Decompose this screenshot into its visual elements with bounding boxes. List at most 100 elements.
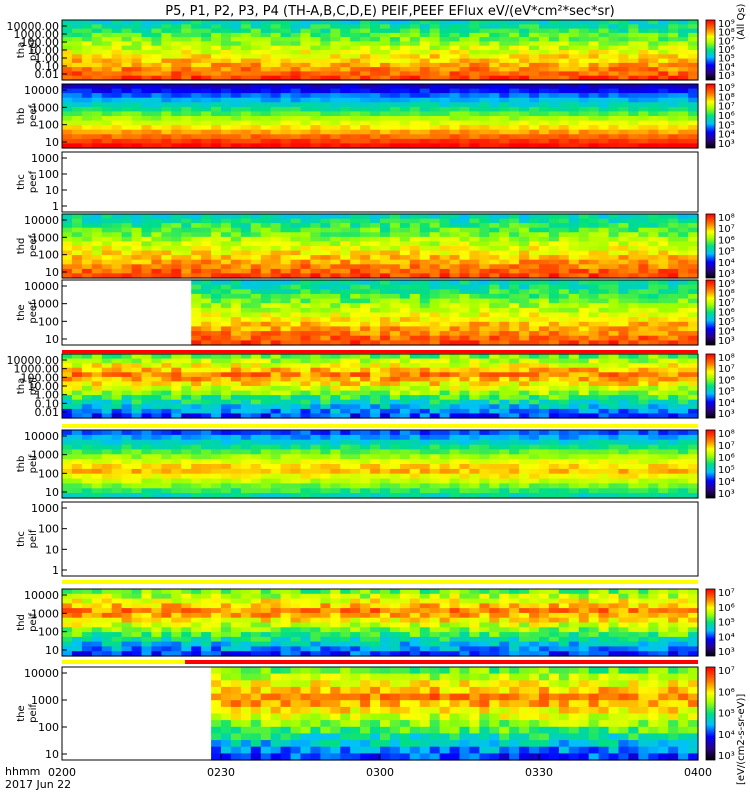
heatmap-cell bbox=[62, 439, 73, 446]
heatmap-cell bbox=[260, 214, 272, 220]
heatmap-cell bbox=[529, 134, 540, 140]
heatmap-cell bbox=[598, 326, 610, 332]
heatmap-cell bbox=[479, 399, 490, 405]
heatmap-cell bbox=[181, 129, 192, 135]
heatmap-cell bbox=[469, 317, 480, 323]
heatmap-cell bbox=[201, 468, 212, 475]
heatmap-cell bbox=[320, 326, 331, 332]
heatmap-cell bbox=[439, 116, 451, 122]
heatmap-cell bbox=[568, 386, 580, 392]
heatmap-cell bbox=[389, 386, 401, 392]
heatmap-cell bbox=[62, 75, 73, 81]
heatmap-cell bbox=[101, 381, 113, 387]
heatmap-cell bbox=[350, 62, 361, 68]
heatmap-cell bbox=[529, 116, 540, 122]
heatmap-cell bbox=[121, 75, 133, 81]
heatmap-cell bbox=[101, 125, 113, 131]
heatmap-cell bbox=[230, 317, 242, 323]
heatmap-cell bbox=[221, 439, 232, 446]
heatmap-cell bbox=[509, 259, 520, 265]
heatmap-cell bbox=[71, 390, 83, 396]
heatmap-cell bbox=[548, 120, 560, 126]
heatmap-cell bbox=[330, 32, 341, 38]
heatmap-cell bbox=[310, 255, 321, 261]
heatmap-cell bbox=[568, 24, 580, 30]
heatmap-cell bbox=[131, 75, 143, 81]
heatmap-cell bbox=[509, 358, 520, 364]
heatmap-cell bbox=[330, 93, 341, 99]
heatmap-cell bbox=[340, 250, 351, 256]
heatmap-cell bbox=[161, 120, 172, 126]
heatmap-cell bbox=[449, 381, 461, 387]
heatmap-cell bbox=[300, 317, 311, 323]
heatmap-cell bbox=[509, 227, 520, 233]
heatmap-cell bbox=[399, 430, 411, 436]
heatmap-cell bbox=[678, 116, 689, 122]
heatmap-cell bbox=[131, 468, 143, 475]
heatmap-cell bbox=[221, 468, 232, 475]
heatmap-cell bbox=[389, 280, 401, 286]
heatmap-cell bbox=[429, 464, 441, 470]
heatmap-cell bbox=[270, 97, 282, 103]
heatmap-cell bbox=[330, 54, 341, 60]
heatmap-cell bbox=[320, 473, 331, 480]
heatmap-cell bbox=[588, 289, 600, 295]
heatmap-cell bbox=[558, 138, 570, 145]
heatmap-cell bbox=[479, 236, 490, 243]
heatmap-cell bbox=[310, 439, 321, 446]
heatmap-cell bbox=[250, 45, 262, 51]
heatmap-cell bbox=[499, 24, 510, 30]
heatmap-cell bbox=[399, 134, 411, 140]
heatmap-cell bbox=[539, 50, 550, 55]
heatmap-cell bbox=[568, 93, 580, 99]
heatmap-cell bbox=[360, 264, 371, 270]
heatmap-cell bbox=[539, 358, 550, 364]
heatmap-cell bbox=[628, 268, 639, 275]
heatmap-cell bbox=[330, 468, 341, 475]
heatmap-cell bbox=[201, 138, 212, 145]
heatmap-cell bbox=[499, 71, 510, 77]
heatmap-cell bbox=[479, 404, 490, 410]
heatmap-cell bbox=[71, 58, 83, 64]
heatmap-cell bbox=[489, 37, 500, 42]
heatmap-cell bbox=[419, 20, 431, 25]
heatmap-cell bbox=[141, 214, 152, 220]
heatmap-cell bbox=[151, 41, 162, 47]
heatmap-cell bbox=[419, 372, 431, 378]
heatmap-cell bbox=[370, 50, 381, 55]
heatmap-cell bbox=[230, 376, 242, 383]
heatmap-cell bbox=[280, 138, 292, 145]
heatmap-cell bbox=[469, 134, 480, 140]
heatmap-cell bbox=[290, 67, 302, 72]
heatmap-cell bbox=[181, 102, 192, 108]
heatmap-cell bbox=[539, 241, 550, 247]
heatmap-cell bbox=[290, 75, 302, 81]
heatmap-cell bbox=[489, 268, 500, 275]
heatmap-cell bbox=[260, 227, 272, 233]
heatmap-cell bbox=[141, 28, 152, 34]
heatmap-cell bbox=[548, 376, 560, 383]
heatmap-cell bbox=[181, 71, 192, 77]
heatmap-cell bbox=[618, 395, 629, 401]
heatmap-cell bbox=[320, 483, 331, 489]
heatmap-cell bbox=[628, 58, 639, 64]
heatmap-cell bbox=[310, 28, 321, 34]
heatmap-cell bbox=[489, 293, 500, 300]
heatmap-cell bbox=[608, 386, 620, 392]
heatmap-cell bbox=[320, 413, 331, 419]
heatmap-cell bbox=[151, 214, 162, 220]
heatmap-cell bbox=[62, 58, 73, 64]
heatmap-cell bbox=[191, 395, 202, 401]
heatmap-cell bbox=[380, 67, 391, 72]
heatmap-cell bbox=[161, 372, 172, 378]
heatmap-cell bbox=[449, 335, 461, 341]
heatmap-cell bbox=[558, 354, 570, 360]
heatmap-cell bbox=[151, 106, 162, 113]
heatmap-cell bbox=[240, 50, 252, 55]
heatmap-cell bbox=[101, 138, 113, 145]
heatmap-cell bbox=[340, 71, 351, 77]
heatmap-cell bbox=[459, 273, 470, 279]
heatmap-cell bbox=[300, 246, 311, 252]
heatmap-cell bbox=[320, 459, 331, 465]
heatmap-cell bbox=[389, 444, 401, 451]
